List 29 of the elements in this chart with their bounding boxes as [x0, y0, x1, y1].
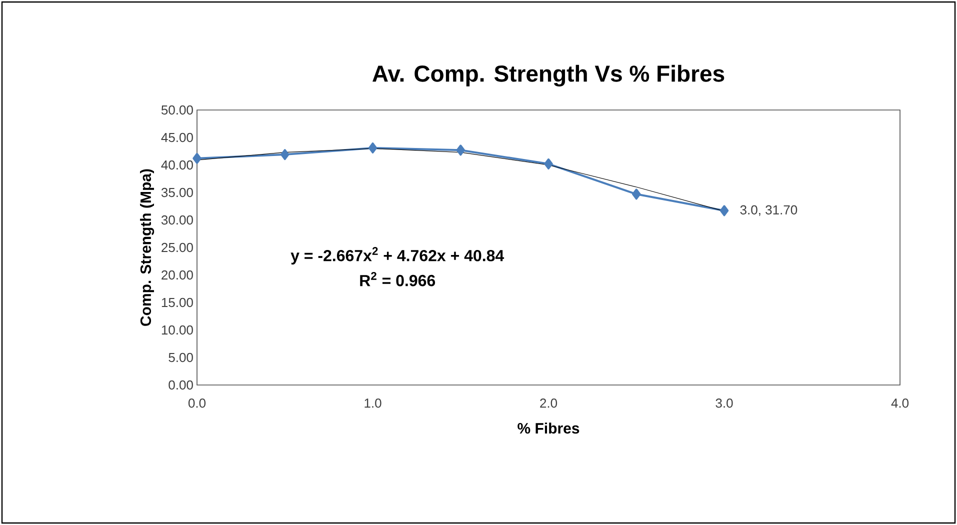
- y-tick-label: 10.00: [162, 325, 193, 335]
- y-tick-label: 5.00: [168, 352, 193, 362]
- x-tick-label: 4.0: [891, 398, 909, 408]
- chart-title: Av. Comp. Strength Vs % Fibres: [372, 64, 724, 86]
- annotation: y = -2.667x$^{2}$ + 4.762x + 40.84: [290, 247, 504, 264]
- annotation: R$^{2}$ = 0.966: [360, 272, 436, 286]
- x-tick-label: 1.0: [364, 398, 382, 408]
- y-tick-label: 35.00: [161, 188, 193, 198]
- y-tick-label: 45.00: [161, 132, 193, 142]
- point: [720, 205, 729, 216]
- point: [632, 188, 641, 200]
- y-tick-label: 25.00: [162, 242, 193, 252]
- x-tick-label: 2.0: [540, 398, 558, 408]
- y-tick-label: 40.00: [161, 160, 193, 170]
- point: [192, 152, 202, 164]
- y-tick-label: 15.00: [162, 298, 193, 308]
- point: [456, 144, 466, 156]
- y-tick-label: 30.00: [161, 215, 193, 225]
- x-tick-label: 3.0: [716, 398, 733, 408]
- x-axis-title: % Fibres: [518, 422, 580, 434]
- annotation: 3.0, 31.70: [740, 205, 798, 216]
- x-tick-label: 0.0: [188, 398, 206, 408]
- point: [544, 158, 553, 170]
- y-tick-label: 20.00: [162, 270, 193, 280]
- y-axis-title: Comp. Strength (Mpa): [140, 169, 154, 326]
- point: [280, 149, 290, 160]
- y-tick-label: 0.00: [168, 380, 193, 390]
- y-tick-label: 50.00: [161, 105, 193, 115]
- point: [368, 142, 378, 154]
